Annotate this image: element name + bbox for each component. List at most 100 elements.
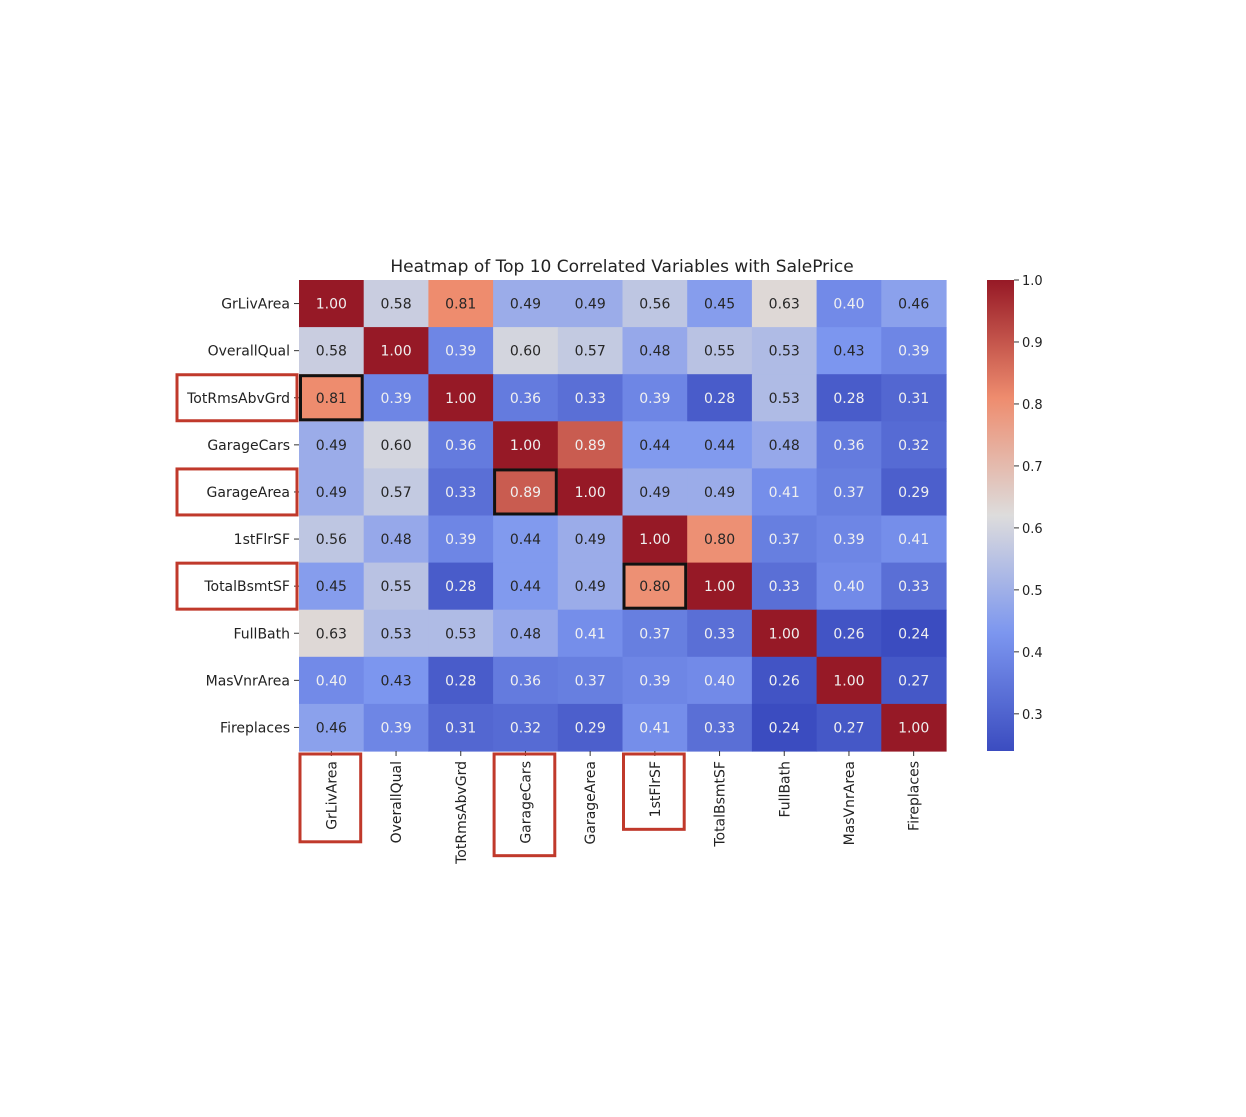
- highlight-row-label-box: [175, 467, 299, 517]
- row-label: GarageArea: [207, 485, 290, 501]
- cell-value-label: 0.41: [898, 532, 929, 548]
- cell-value-label: 0.60: [380, 438, 411, 454]
- highlight-column-label-box: [298, 752, 363, 844]
- cell-value-label: 0.39: [639, 391, 670, 407]
- cell-value-label: 0.39: [898, 344, 929, 360]
- cell-value-label: 0.37: [833, 485, 864, 501]
- heatmap-cell: [428, 374, 494, 422]
- colorbar-tick-label: 0.7: [1022, 460, 1043, 475]
- highlight-cell-box: [299, 374, 364, 422]
- cell-value-label: 0.53: [769, 391, 800, 407]
- cell-value-label: 0.39: [445, 344, 476, 360]
- cell-value-label: 0.45: [704, 297, 735, 313]
- heatmap-cell: [557, 421, 624, 469]
- heatmap-cell: [493, 421, 559, 469]
- heatmap-cell: [687, 374, 753, 422]
- cell-value-label: 0.27: [833, 720, 864, 736]
- heatmap-cell: [557, 468, 624, 517]
- heatmap-cell: [751, 562, 818, 611]
- heatmap-cell: [557, 280, 624, 328]
- heatmap-cell: [816, 656, 882, 705]
- heatmap-cell: [687, 280, 753, 328]
- heatmap-cell: [493, 280, 559, 328]
- cell-value-label: 0.29: [575, 720, 606, 736]
- heatmap-cell: [622, 280, 688, 328]
- cell-value-label: 0.39: [639, 673, 670, 689]
- cell-value-label: 0.33: [704, 626, 735, 642]
- cell-value-label: 0.44: [510, 532, 541, 548]
- heatmap-cell: [881, 468, 947, 517]
- heatmap-cell: [363, 374, 429, 422]
- row-label: MasVnrArea: [206, 673, 290, 689]
- column-label: GarageCars: [518, 761, 534, 844]
- highlight-row-label-box: [175, 561, 299, 611]
- cell-value-label: 0.24: [898, 626, 929, 642]
- heatmap-cell: [816, 515, 882, 564]
- cell-value-label: 0.32: [898, 438, 929, 454]
- cell-value-label: 0.28: [445, 579, 476, 595]
- cell-value-label: 0.56: [639, 297, 670, 313]
- heatmap-cell: [622, 562, 688, 611]
- heatmap-cell: [493, 656, 559, 705]
- colorbar-tick-label: 0.4: [1022, 646, 1043, 661]
- cell-value-label: 0.41: [769, 485, 800, 501]
- cell-value-label: 0.49: [575, 579, 606, 595]
- heatmap-cell: [687, 421, 753, 469]
- heatmap-cell: [363, 656, 429, 705]
- cell-value-label: 0.44: [639, 438, 670, 454]
- heatmap-cell: [299, 468, 365, 517]
- heatmap-cell: [363, 468, 429, 517]
- cell-value-label: 0.32: [510, 720, 541, 736]
- column-label: FullBath: [777, 761, 793, 818]
- cell-value-label: 0.48: [639, 344, 670, 360]
- cell-value-label: 0.41: [575, 626, 606, 642]
- colorbar-tick-label: 1.0: [1022, 274, 1043, 289]
- cell-value-label: 0.48: [510, 626, 541, 642]
- cell-value-label: 0.33: [704, 720, 735, 736]
- cell-value-label: 0.36: [510, 391, 541, 407]
- cell-value-label: 0.27: [898, 673, 929, 689]
- chart-title: Heatmap of Top 10 Correlated Variables w…: [390, 257, 853, 277]
- cell-value-label: 0.37: [575, 673, 606, 689]
- column-label: GrLivArea: [324, 761, 340, 830]
- heatmap-cell: [687, 609, 753, 658]
- cell-value-label: 0.40: [704, 673, 735, 689]
- row-label: FullBath: [234, 626, 291, 642]
- column-labels: GrLivArea OverallQual TotRmsAbvGrd GarageCa…: [324, 751, 923, 865]
- cell-value-label: 0.26: [769, 673, 800, 689]
- column-label: OverallQual: [389, 761, 405, 843]
- cell-value-label: 0.39: [833, 532, 864, 548]
- cell-value-label: 0.89: [575, 438, 606, 454]
- cell-value-label: 0.29: [898, 485, 929, 501]
- heatmap-cell: [816, 703, 882, 752]
- cell-value-label: 0.55: [704, 344, 735, 360]
- heatmap-cell: [557, 562, 624, 611]
- heatmap-cell: [816, 280, 882, 328]
- row-label: GrLivArea: [221, 297, 290, 313]
- heatmap-cell: [881, 421, 947, 469]
- highlight-row-label-box: [175, 373, 299, 423]
- heatmap-cell: [557, 374, 624, 422]
- heatmap-cell: [816, 562, 882, 611]
- cell-value-label: 0.49: [639, 485, 670, 501]
- heatmap-cell: [493, 515, 559, 564]
- cell-value-label: 1.00: [316, 297, 347, 313]
- heatmap-cell: [493, 468, 559, 517]
- cell-value-label: 1.00: [510, 438, 541, 454]
- column-label: 1stFlrSF: [648, 761, 664, 817]
- heatmap-cell: [881, 562, 947, 611]
- cell-value-label: 0.40: [316, 673, 347, 689]
- heatmap-cell: [299, 609, 365, 658]
- heatmap-cell: [428, 327, 494, 375]
- heatmap-cell: [881, 609, 947, 658]
- heatmap-cells: 1.00 0.58 0.81 0.49 0.49 0.56 0.45 0.63 0.40 0.46…: [299, 280, 947, 752]
- heatmap-cell: [687, 515, 753, 564]
- cell-value-label: 0.33: [898, 579, 929, 595]
- heatmap-cell: [363, 515, 429, 564]
- heatmap-cell: [299, 562, 365, 611]
- cell-value-label: 0.81: [316, 391, 347, 407]
- cell-value-label: 0.49: [704, 485, 735, 501]
- cell-value-label: 0.58: [316, 344, 347, 360]
- heatmap-cell: [622, 374, 688, 422]
